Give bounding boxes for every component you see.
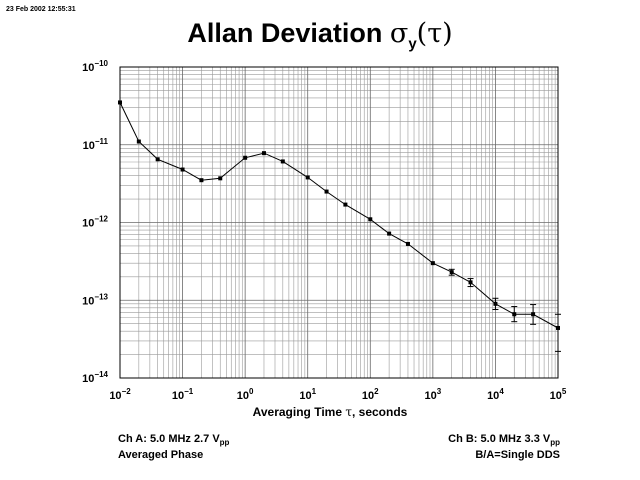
title-tau-argument: (τ): [416, 18, 453, 49]
data-point: [430, 261, 435, 266]
channel-b-line1: Ch B: 5.0 MHz 3.3 Vpp: [448, 433, 560, 449]
channel-a-spec: Ch A: 5.0 MHz 2.7 V: [118, 433, 220, 445]
x-tick-label: 104: [487, 387, 504, 402]
data-point: [556, 325, 560, 330]
title-subscript: y: [408, 35, 417, 53]
channel-a-info: Ch A: 5.0 MHz 2.7 Vpp Averaged Phase: [118, 433, 229, 462]
y-tick-label: 10−14: [82, 370, 108, 385]
series-line: [119, 102, 559, 329]
data-point: [531, 312, 536, 317]
x-tick-label: 103: [425, 387, 442, 402]
x-axis-label: Averaging Time τ, seconds: [0, 405, 640, 419]
data-point: [324, 189, 329, 194]
channel-a-line1: Ch A: 5.0 MHz 2.7 Vpp: [118, 433, 229, 449]
x-tick-label: 10−1: [172, 387, 194, 402]
data-point: [136, 139, 141, 144]
series-0: [118, 100, 561, 352]
data-point: [387, 231, 392, 236]
data-point: [305, 175, 310, 180]
x-tick-label: 105: [550, 387, 567, 402]
data-point: [468, 280, 473, 285]
y-tick-label: 10−13: [82, 292, 108, 307]
data-point: [118, 100, 122, 105]
x-tick-label: 102: [362, 387, 379, 402]
data-point: [493, 301, 498, 306]
channel-b-subscript: pp: [550, 438, 560, 448]
x-axis-label-before: Averaging Time: [252, 405, 346, 419]
data-point: [449, 270, 454, 275]
channel-b-info: Ch B: 5.0 MHz 3.3 Vpp B/A=Single DDS: [448, 433, 560, 462]
x-axis-label-tau: τ: [345, 405, 352, 419]
data-point: [218, 176, 223, 181]
channel-b-spec: Ch B: 5.0 MHz 3.3 V: [448, 433, 551, 445]
title-sigma-symbol: σ: [389, 18, 409, 49]
channel-a-line2: Averaged Phase: [118, 449, 204, 462]
y-tick-label: 10−10: [82, 59, 108, 74]
data-point: [155, 157, 160, 162]
data-point: [243, 155, 248, 160]
channel-b-line2: B/A=Single DDS: [475, 449, 560, 462]
data-point: [368, 217, 373, 222]
data-point: [405, 241, 410, 246]
y-tick-label: 10−11: [83, 137, 109, 152]
channel-a-subscript: pp: [219, 438, 230, 448]
x-tick-label: 100: [237, 387, 254, 402]
data-point: [261, 151, 266, 156]
chart-title: Allan Deviation σy(τ): [0, 18, 640, 52]
grid: [119, 66, 559, 379]
x-tick-label: 101: [299, 387, 316, 402]
x-tick-label: 10−2: [109, 387, 131, 402]
data-point: [280, 159, 285, 164]
data-point: [343, 202, 348, 207]
title-text: Allan Deviation: [187, 18, 390, 48]
x-axis-label-after: , seconds: [351, 405, 408, 419]
data-point: [180, 167, 185, 172]
plot-frame: [119, 66, 559, 379]
y-tick-label: 10−12: [82, 215, 108, 230]
data-point: [199, 178, 204, 183]
data-point: [512, 312, 517, 317]
timestamp: 23 Feb 2002 12:55:31: [6, 6, 76, 13]
